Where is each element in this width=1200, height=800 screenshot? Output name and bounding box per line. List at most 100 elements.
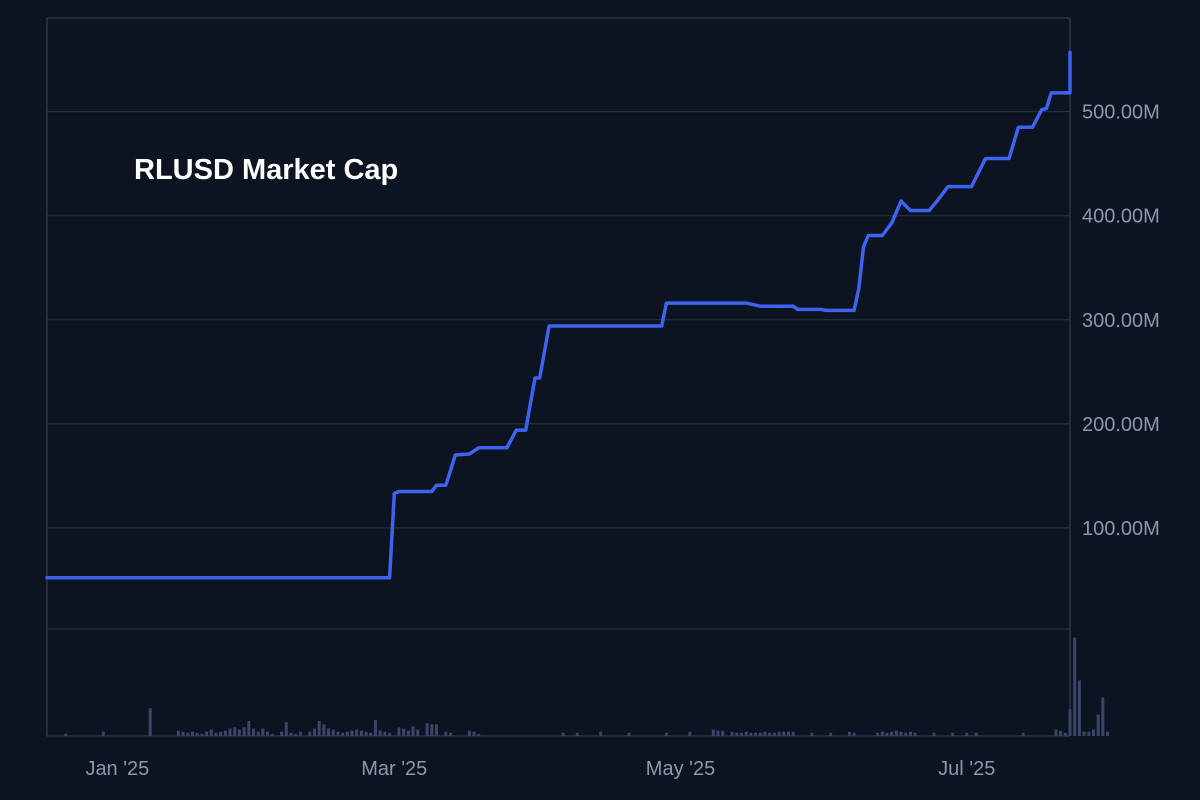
volume-bar-106 xyxy=(1077,680,1081,736)
volume-bar-16 xyxy=(237,729,241,736)
volume-bar-49 xyxy=(406,730,410,736)
volume-bar-112 xyxy=(1106,731,1110,736)
volume-bar-109 xyxy=(1091,729,1095,736)
volume-bar-9 xyxy=(205,731,209,736)
volume-bar-100 xyxy=(1021,732,1025,736)
volume-bar-72 xyxy=(744,731,748,736)
volume-bar-32 xyxy=(322,724,326,736)
volume-bar-57 xyxy=(467,730,471,736)
volume-bar-13 xyxy=(223,730,227,736)
axes xyxy=(46,17,1071,737)
x-tick-label-0: Jan '25 xyxy=(85,758,149,780)
volume-bar-23 xyxy=(270,733,274,736)
volume-bar-0 xyxy=(64,733,68,736)
volume-bar-8 xyxy=(200,733,204,736)
volume-bar-48 xyxy=(402,728,406,736)
volume-bar-47 xyxy=(397,727,401,736)
x-tick-label-1: Mar '25 xyxy=(361,758,427,780)
volume-bar-10 xyxy=(209,729,213,736)
volume-bar-46 xyxy=(388,732,392,736)
volume-bar-82 xyxy=(791,731,795,736)
volume-bar-105 xyxy=(1073,637,1077,736)
volume-bar-79 xyxy=(777,731,781,736)
volume-bar-90 xyxy=(890,731,894,736)
x-tick-label-3: Jul '25 xyxy=(938,758,995,780)
y-tick-label-3: 400.00M xyxy=(1082,206,1160,228)
volume-bar-83 xyxy=(810,732,814,736)
volume-bar-27 xyxy=(294,733,298,736)
x-tick-label-2: May '25 xyxy=(646,758,715,780)
volume-bar-43 xyxy=(373,719,377,736)
volume-bar-14 xyxy=(228,728,232,736)
y-axis-ticks: 100.00M 200.00M 300.00M 400.00M 500.00M xyxy=(1082,102,1160,540)
volume-bar-35 xyxy=(336,731,340,736)
volume-bar-58 xyxy=(472,731,476,736)
volume-bar-96 xyxy=(932,732,936,736)
volume-bar-7 xyxy=(195,732,199,736)
volume-bar-26 xyxy=(289,732,293,736)
volume-bar-40 xyxy=(359,730,363,736)
volume-bar-73 xyxy=(749,732,753,736)
volume-bar-39 xyxy=(355,729,359,736)
volume-bar-60 xyxy=(561,732,565,736)
volume-bar-101 xyxy=(1054,729,1058,736)
volume-bar-68 xyxy=(721,730,725,736)
volume-bar-71 xyxy=(740,732,744,736)
series-line-0 xyxy=(45,50,1072,580)
volume-bar-81 xyxy=(786,731,790,736)
volume-bar-17 xyxy=(242,727,246,736)
volume-bar-78 xyxy=(772,732,776,736)
volume-bar-108 xyxy=(1087,731,1091,736)
volume-bar-62 xyxy=(599,731,603,736)
volume-bar-102 xyxy=(1059,730,1063,736)
volume-bar-24 xyxy=(280,731,284,736)
volume-bar-53 xyxy=(430,724,434,736)
volume-bar-88 xyxy=(880,731,884,736)
volume-bar-87 xyxy=(876,732,880,736)
volume-bar-42 xyxy=(369,732,373,736)
volume-bar-69 xyxy=(730,731,734,736)
volume-bar-1 xyxy=(101,731,105,736)
volume-bar-65 xyxy=(688,731,692,736)
volume-bar-54 xyxy=(434,724,438,736)
volume-bar-51 xyxy=(416,729,420,736)
gridlines xyxy=(47,111,1070,630)
volume-bar-110 xyxy=(1096,714,1100,736)
volume-bar-89 xyxy=(885,732,889,736)
volume-bar-20 xyxy=(256,731,260,736)
volume-bar-31 xyxy=(317,721,321,736)
volume-bar-99 xyxy=(974,732,978,736)
volume-bar-75 xyxy=(758,732,762,736)
volume-bar-45 xyxy=(383,731,387,736)
volume-bar-98 xyxy=(965,732,969,736)
volume-bar-15 xyxy=(233,727,237,736)
volume-bar-30 xyxy=(312,728,316,736)
volume-bar-93 xyxy=(904,732,908,736)
volume-bar-56 xyxy=(449,732,453,736)
volume-bar-92 xyxy=(899,731,903,736)
volume-bar-50 xyxy=(411,726,415,736)
volume-bar-55 xyxy=(444,731,448,736)
y-tick-label-4: 500.00M xyxy=(1082,102,1160,124)
volume-bar-107 xyxy=(1082,731,1086,736)
volume-bar-80 xyxy=(782,731,786,736)
volume-bar-5 xyxy=(186,732,190,736)
volume-bar-37 xyxy=(345,731,349,736)
volume-bar-76 xyxy=(763,731,767,736)
volume-bar-44 xyxy=(378,730,382,736)
y-tick-label-1: 200.00M xyxy=(1082,414,1160,436)
volume-bar-34 xyxy=(331,729,335,736)
volume-bar-59 xyxy=(477,733,481,736)
volume-bar-38 xyxy=(350,730,354,736)
volume-bar-11 xyxy=(214,732,218,736)
volume-bar-94 xyxy=(908,731,912,736)
volume-bar-21 xyxy=(261,728,265,736)
volume-bar-29 xyxy=(308,731,312,736)
y-tick-label-0: 100.00M xyxy=(1082,518,1160,540)
volume-bar-70 xyxy=(735,732,739,736)
volume-bar-52 xyxy=(425,723,429,736)
volume-bar-28 xyxy=(298,731,302,736)
volume-bar-22 xyxy=(266,731,270,736)
volume-bar-97 xyxy=(951,732,955,736)
